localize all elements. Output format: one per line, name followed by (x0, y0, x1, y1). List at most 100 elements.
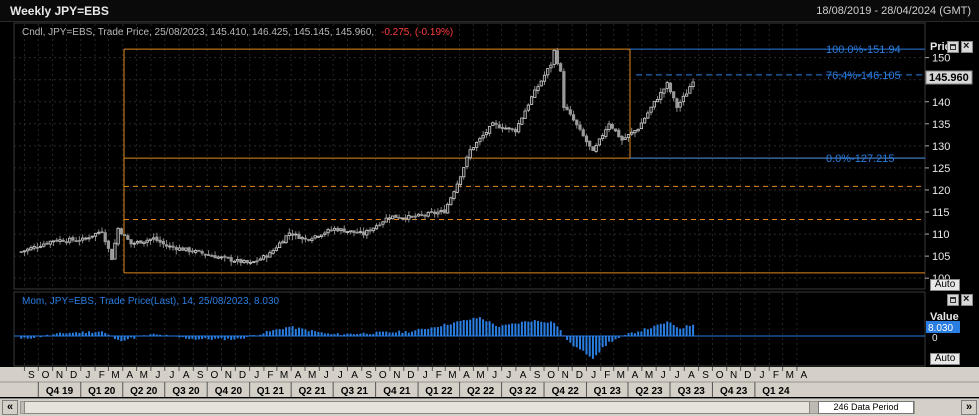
fib-label: 0.0%-127.215 (826, 153, 895, 165)
momentum-bar (663, 323, 665, 336)
candle-body (320, 234, 324, 238)
momentum-bar (36, 336, 39, 337)
momentum-bar (453, 322, 456, 336)
candle-body (613, 128, 618, 132)
momentum-bar (633, 333, 636, 336)
candle-body (158, 239, 162, 243)
momentum-bar (427, 328, 430, 336)
candle-body (313, 235, 317, 239)
month-label: J (506, 370, 511, 381)
momentum-bar (449, 324, 452, 336)
momentum-bar (669, 322, 672, 336)
momentum-auto-button[interactable]: Auto (930, 353, 960, 365)
candle-body (48, 240, 52, 245)
candle-body (400, 217, 404, 220)
scroll-last-button[interactable]: » (961, 400, 977, 415)
candle-body (355, 231, 359, 234)
candle-body (403, 217, 408, 220)
candle-body (155, 236, 159, 241)
momentum-bar (340, 335, 342, 336)
candle-body (210, 255, 214, 257)
candle-body (559, 63, 563, 72)
momentum-bar (656, 324, 659, 336)
candle-body (197, 249, 201, 252)
price-panel-close-button[interactable]: × (961, 40, 973, 53)
candle-body (675, 98, 679, 109)
scroll-thumb[interactable] (24, 401, 810, 414)
candle-body (513, 128, 518, 133)
candle-body (45, 242, 49, 245)
price-tick-label: 150 (932, 53, 950, 65)
month-label: M (617, 370, 625, 381)
momentum-bar (530, 321, 533, 336)
momentum-bar (562, 335, 565, 336)
candle-body (452, 191, 456, 199)
candle-body (542, 74, 547, 82)
window-title: Weekly JPY=EBS (10, 4, 109, 18)
candle-body (168, 245, 172, 248)
momentum-bar (601, 336, 604, 348)
candle-body (555, 50, 560, 65)
candle-body (575, 119, 579, 126)
momentum-bar (39, 336, 42, 338)
candle-body (458, 176, 463, 185)
candle-body (665, 82, 669, 89)
month-label: M (111, 370, 119, 381)
candle-body (100, 231, 104, 234)
month-label: M (476, 370, 484, 381)
candle-body (481, 134, 485, 139)
candle-body (152, 237, 156, 240)
month-label: N (393, 370, 400, 381)
month-label: M (280, 370, 288, 381)
momentum-bar (33, 336, 36, 339)
momentum-panel-close-button[interactable]: × (961, 293, 973, 306)
momentum-bar (97, 331, 100, 336)
candle-body (232, 260, 237, 263)
price-panel-maximize-button[interactable] (947, 41, 959, 53)
price-axis: 100105110115120125130135140150 (925, 53, 950, 285)
candle-body (126, 235, 130, 240)
candle-body (332, 227, 337, 231)
month-label: J (661, 370, 666, 381)
close-icon: × (963, 40, 970, 52)
momentum-bar (68, 332, 71, 336)
candle-body (281, 241, 285, 244)
price-tick-label: 140 (932, 97, 950, 109)
candle-body (691, 81, 695, 87)
month-label: O (547, 370, 555, 381)
quarter-label: Q1 22 (425, 386, 453, 397)
month-label: J (591, 370, 596, 381)
candle-body (562, 71, 566, 108)
month-label: S (197, 370, 204, 381)
candle-body (626, 134, 631, 138)
momentum-bar (210, 336, 213, 340)
momentum-bar (533, 320, 536, 336)
momentum-bar (239, 336, 242, 339)
momentum-bar (504, 324, 507, 336)
data-period-field[interactable]: 246 Data Period (818, 401, 914, 414)
momentum-bar (343, 334, 346, 336)
candle-body (471, 147, 476, 151)
month-label: A (632, 370, 639, 381)
month-label: J (675, 370, 680, 381)
momentum-bar (29, 336, 32, 339)
month-label: D (407, 370, 414, 381)
momentum-bar (252, 335, 255, 336)
candle-body (26, 248, 30, 252)
month-label: O (379, 370, 387, 381)
momentum-bar (527, 321, 530, 336)
momentum-panel-maximize-button[interactable] (947, 294, 959, 306)
momentum-bar (643, 328, 646, 336)
momentum-bar (572, 336, 575, 347)
momentum-bar (394, 332, 397, 336)
candle-body (55, 239, 59, 242)
candle-body (491, 122, 495, 126)
candle-body (636, 128, 640, 132)
candle-body (617, 129, 621, 138)
momentum-bar (52, 334, 55, 336)
month-label: J (338, 370, 343, 381)
scroll-first-button[interactable]: « (2, 400, 18, 415)
candle-body (310, 238, 314, 241)
price-auto-button[interactable]: Auto (930, 279, 960, 291)
momentum-bar (417, 328, 420, 336)
